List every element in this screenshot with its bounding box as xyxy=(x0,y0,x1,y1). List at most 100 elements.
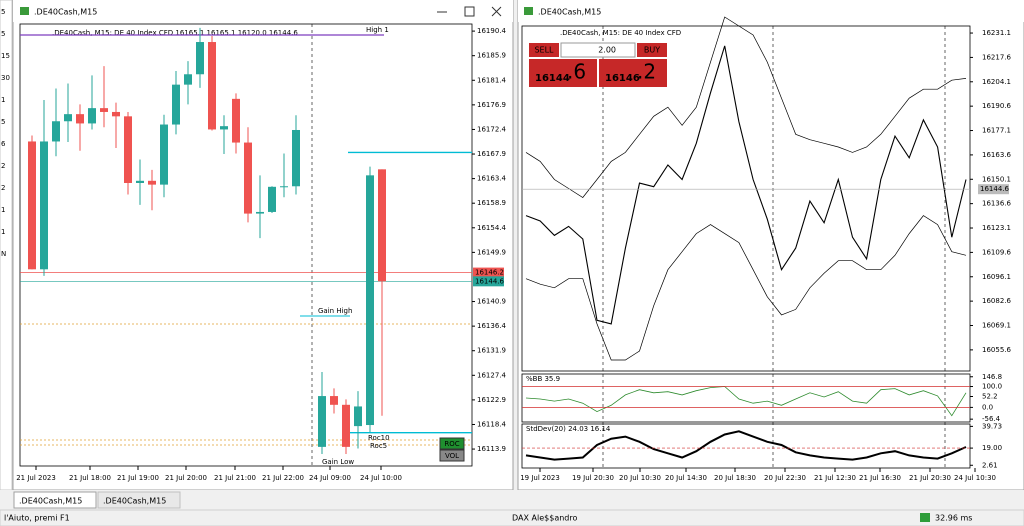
tab-active[interactable] xyxy=(13,491,97,509)
badge[interactable] xyxy=(439,437,465,450)
ask-pips[interactable]: .2 xyxy=(637,60,656,84)
badge-label[interactable]: ROC xyxy=(444,440,459,448)
y-tick-label: 16190.6 xyxy=(982,102,1011,110)
candle-body xyxy=(184,74,192,85)
strip-label: 5 xyxy=(1,118,5,126)
y-tick-label: 16167.9 xyxy=(477,150,506,158)
gain-high-label: Gain High xyxy=(318,307,352,315)
candle-body xyxy=(244,142,252,214)
y-tick-label: 16140.9 xyxy=(477,298,506,306)
ask-box[interactable] xyxy=(599,59,667,87)
roc5-label: Roc5 xyxy=(370,442,387,450)
x-tick-label: 24 Jul 10:30 xyxy=(954,474,996,482)
sell-button[interactable] xyxy=(529,43,559,57)
sd-line xyxy=(525,430,967,461)
candle-body xyxy=(378,169,386,282)
x-tick-label: 21 Jul 20:30 xyxy=(909,474,951,482)
close[interactable] xyxy=(491,6,502,17)
maximize[interactable] xyxy=(464,6,475,17)
window-title: .DE40Cash,M15 xyxy=(538,8,601,17)
tab-label[interactable]: .DE40Cash,M15 xyxy=(19,497,82,506)
status-profile: DAX Ale$$andro xyxy=(512,514,577,523)
strip-label: 1 xyxy=(1,206,5,214)
bollinger-lower xyxy=(525,215,967,361)
candle-body xyxy=(124,116,132,183)
x-tick-label: 19 Jul 2023 xyxy=(520,474,560,482)
y-tick-label: 16217.6 xyxy=(982,53,1011,61)
bid-box[interactable] xyxy=(529,59,597,87)
x-tick-label: 21 Jul 20:00 xyxy=(165,474,207,482)
y-tick-label: 146.8 xyxy=(982,373,1002,381)
strip-label: 15 xyxy=(1,52,10,60)
y-tick-label: 16127.4 xyxy=(477,371,506,379)
candle-body xyxy=(172,84,180,125)
bb-panel xyxy=(521,373,971,423)
y-tick-label: 16096.1 xyxy=(982,273,1011,281)
sell-label[interactable]: SELL xyxy=(534,46,554,55)
price-tag xyxy=(473,267,504,278)
price-tag-label: 16146.2 xyxy=(475,269,504,277)
high-label: High 1 xyxy=(366,26,389,34)
y-tick-label: 16149.9 xyxy=(477,248,506,256)
y-tick-label: -56.4 xyxy=(982,415,1001,423)
candle-body xyxy=(354,406,362,427)
price-line xyxy=(525,45,967,325)
y-tick-label: 16131.9 xyxy=(477,347,506,355)
candle-body xyxy=(366,175,374,426)
price-tag-label: 16144.6 xyxy=(980,185,1009,193)
y-tick-label: 16122.9 xyxy=(477,396,506,404)
strip-label: 2 xyxy=(1,184,5,192)
buy-button[interactable] xyxy=(637,43,667,57)
ask-main[interactable]: 16146 xyxy=(605,73,640,84)
candle-body xyxy=(256,211,264,214)
y-tick-label: 16109.6 xyxy=(982,248,1011,256)
lot-value[interactable]: 2.00 xyxy=(598,46,616,55)
status-bar xyxy=(0,509,1024,526)
y-tick-label: 19.00 xyxy=(982,444,1002,452)
candle-body xyxy=(330,396,338,405)
candle-body xyxy=(136,180,144,183)
y-tick-label: 2.61 xyxy=(982,461,998,469)
x-tick-label: 21 Jul 12:30 xyxy=(814,474,856,482)
x-tick-label: 19 Jul 20:30 xyxy=(572,474,614,482)
x-tick-label: 21 Jul 16:30 xyxy=(859,474,901,482)
y-tick-label: 16231.1 xyxy=(982,29,1011,37)
strip-label: 1 xyxy=(1,96,5,104)
x-tick-label: 21 Jul 18:00 xyxy=(69,474,111,482)
x-tick-label: 21 Jul 2023 xyxy=(16,474,56,482)
candle-body xyxy=(220,126,228,130)
y-tick-label: 16136.4 xyxy=(477,322,506,330)
y-tick-label: 16113.9 xyxy=(477,445,506,453)
bid-pips[interactable]: .6 xyxy=(567,60,586,84)
tab[interactable] xyxy=(97,491,181,509)
y-tick-label: 0.0 xyxy=(982,403,993,411)
left-plot xyxy=(19,23,473,467)
tab-label[interactable]: .DE40Cash,M15 xyxy=(103,497,166,506)
candle-body xyxy=(232,98,240,143)
strip-label: 6 xyxy=(1,140,6,148)
strip-label: 5 xyxy=(1,30,5,38)
y-tick-label: 16123.1 xyxy=(982,224,1011,232)
roc10-label: Roc10 xyxy=(368,434,390,442)
badge-label[interactable]: VOL xyxy=(445,452,459,460)
strip-label: 30 xyxy=(1,74,10,82)
x-tick-label: 24 Jul 10:00 xyxy=(360,474,402,482)
bid-main[interactable]: 16144 xyxy=(535,73,570,84)
buy-label[interactable]: BUY xyxy=(644,46,660,55)
left-window-controls[interactable] xyxy=(437,6,502,17)
x-tick-label: 20 Jul 10:30 xyxy=(619,474,661,482)
strip-label: 1 xyxy=(1,228,5,236)
badge[interactable] xyxy=(439,449,465,462)
chart-header: .DE40Cash, M15: DE 40 Index CFD 16165.1 … xyxy=(52,29,298,37)
chart-header: .DE40Cash, M15: DE 40 Index CFD xyxy=(560,29,681,37)
price-tag-label: 16144.6 xyxy=(475,277,504,285)
x-tick-label: 21 Jul 22:00 xyxy=(262,474,304,482)
y-tick-label: 100.0 xyxy=(982,383,1002,391)
x-tick-label: 20 Jul 14:30 xyxy=(665,474,707,482)
y-tick-label: 16069.1 xyxy=(982,322,1011,330)
x-tick-label: 21 Jul 19:00 xyxy=(117,474,159,482)
lot-input[interactable] xyxy=(560,42,636,58)
tab-bar xyxy=(0,490,1024,510)
